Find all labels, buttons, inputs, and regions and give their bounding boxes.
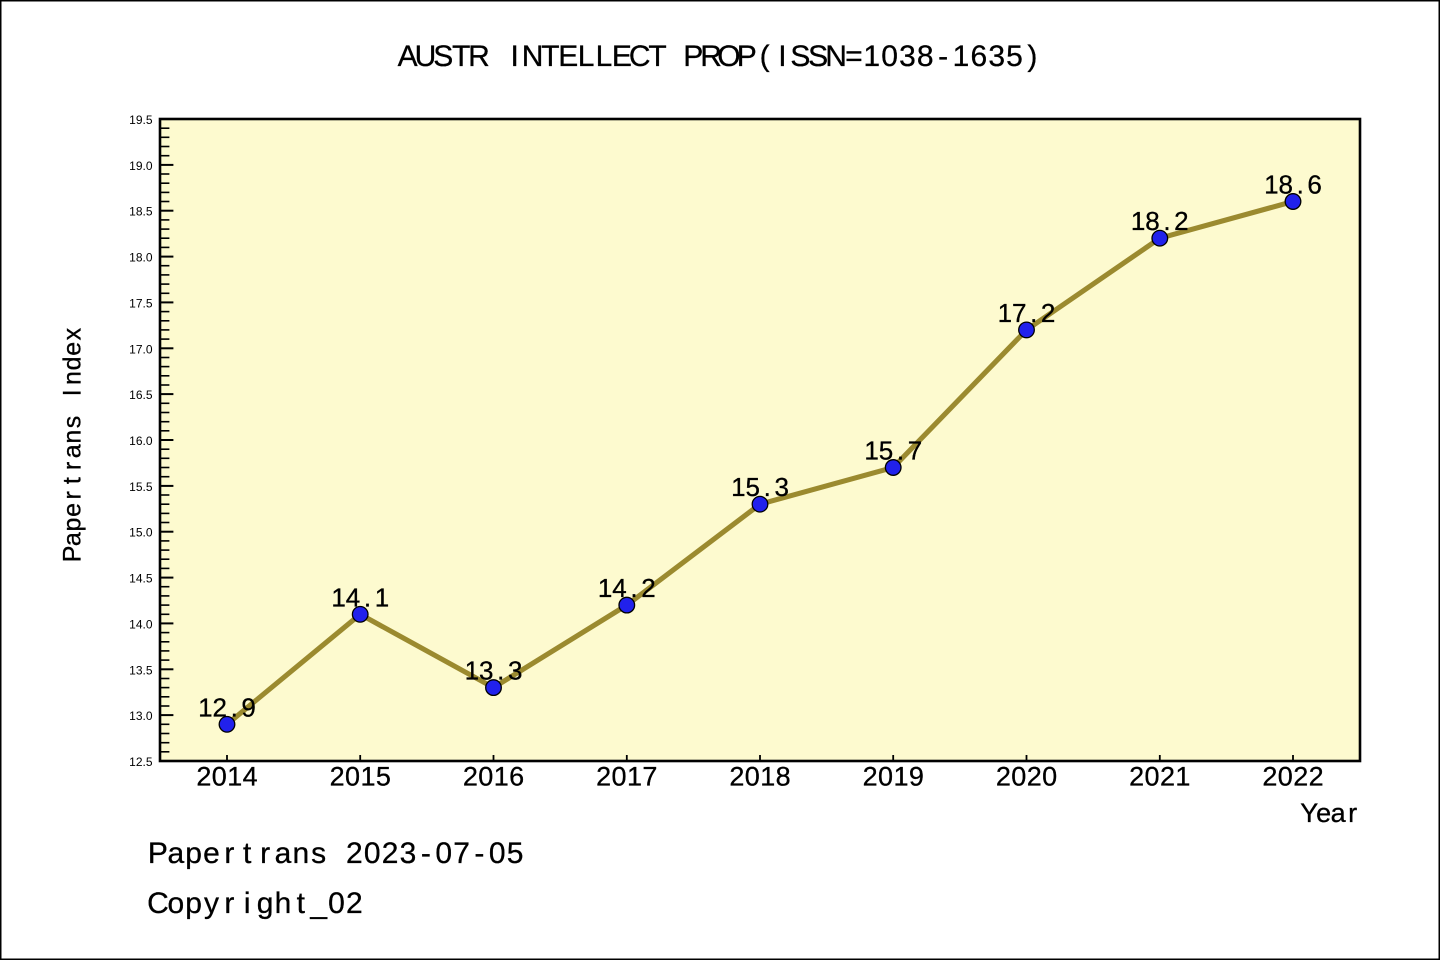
svg-text:PapertransIndex: PapertransIndex (59, 327, 87, 562)
svg-text:2015: 2015 (330, 762, 391, 792)
svg-text:2016: 2016 (463, 762, 524, 792)
svg-text:13.0: 13.0 (129, 709, 153, 723)
svg-text:Year: Year (1300, 798, 1357, 828)
svg-text:14.0: 14.0 (129, 617, 153, 631)
svg-text:18.5: 18.5 (129, 205, 153, 219)
svg-text:2018: 2018 (729, 762, 790, 792)
svg-text:14.1: 14.1 (331, 582, 389, 612)
svg-text:15.0: 15.0 (129, 526, 153, 540)
svg-text:19.0: 19.0 (129, 159, 153, 173)
svg-text:15.5: 15.5 (129, 480, 153, 494)
svg-text:13.3: 13.3 (465, 656, 523, 686)
svg-text:2014: 2014 (196, 762, 257, 792)
svg-text:17.0: 17.0 (129, 342, 153, 356)
svg-text:2021: 2021 (1129, 762, 1190, 792)
svg-text:16.0: 16.0 (129, 434, 153, 448)
svg-text:17.5: 17.5 (129, 296, 153, 310)
svg-text:12.5: 12.5 (129, 755, 153, 769)
svg-text:14.5: 14.5 (129, 572, 153, 586)
svg-text:19.5: 19.5 (129, 113, 153, 127)
svg-text:2019: 2019 (863, 762, 924, 792)
svg-text:18.0: 18.0 (129, 251, 153, 265)
svg-text:16.5: 16.5 (129, 388, 153, 402)
svg-text:2022: 2022 (1262, 762, 1323, 792)
svg-text:2017: 2017 (596, 762, 657, 792)
svg-text:2020: 2020 (996, 762, 1057, 792)
svg-text:13.5: 13.5 (129, 663, 153, 677)
